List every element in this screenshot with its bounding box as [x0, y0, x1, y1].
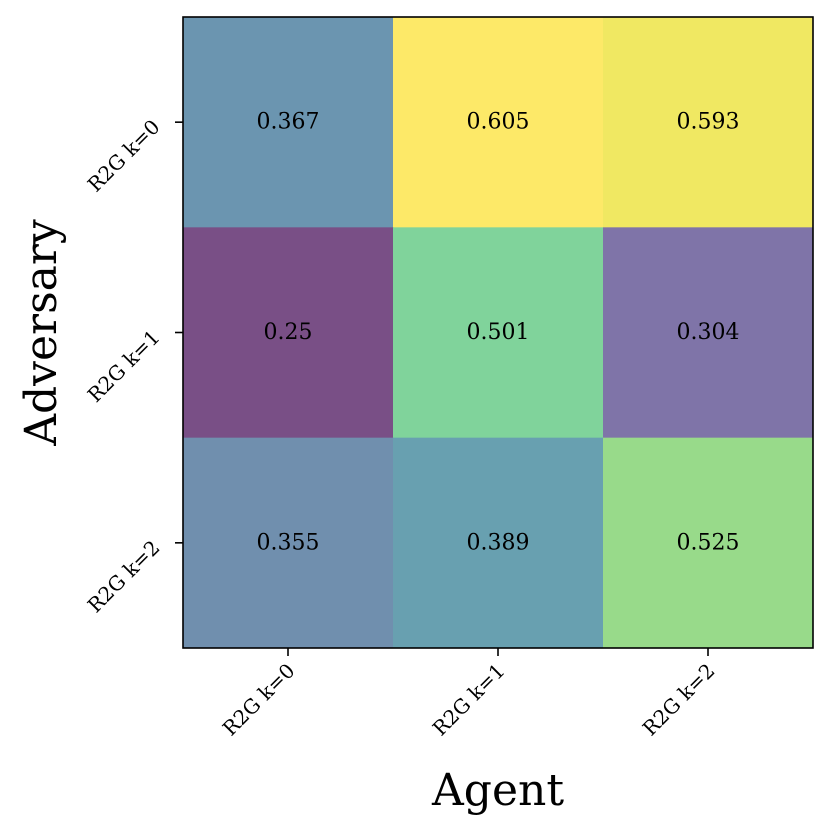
x-tick-label: R2G k=0	[218, 659, 300, 741]
heatmap-cell	[603, 227, 814, 439]
x-axis-title: Agent	[431, 765, 564, 816]
y-axis-title: Adversary	[16, 219, 67, 447]
heatmap-cell	[393, 437, 604, 649]
heatmap-cell	[393, 17, 604, 228]
cell-value-label: 0.525	[677, 530, 740, 555]
cell-value-label: 0.605	[467, 110, 530, 135]
heatmap-cell	[393, 227, 604, 439]
cell-value-label: 0.501	[467, 320, 530, 345]
heatmap-cell	[603, 17, 814, 228]
heatmap-cell	[183, 17, 394, 228]
y-tick-label: R2G k=1	[83, 325, 165, 407]
y-tick-label: R2G k=0	[83, 115, 165, 197]
y-tick-label: R2G k=2	[83, 535, 165, 617]
cell-value-label: 0.355	[257, 530, 320, 555]
heatmap-cell	[183, 227, 394, 439]
heatmap-cell	[603, 437, 814, 649]
cell-value-label: 0.25	[264, 320, 313, 345]
heatmap-cell-labels: 0.367 0.605 0.593 0.25 0.501 0.304 0.355 0.389 0…	[257, 110, 740, 556]
y-axis-ticks: R2G k=0 R2G k=1 R2G k=2	[83, 115, 183, 617]
cell-value-label: 0.304	[677, 320, 740, 345]
x-tick-label: R2G k=2	[638, 659, 720, 741]
cell-value-label: 0.367	[257, 110, 320, 135]
x-tick-label: R2G k=1	[428, 659, 510, 741]
cell-value-label: 0.593	[677, 110, 740, 135]
heatmap-cell	[183, 437, 394, 649]
x-axis-ticks: R2G k=0 R2G k=1 R2G k=2	[218, 648, 720, 740]
heatmap-cells	[183, 17, 814, 649]
cell-value-label: 0.389	[467, 530, 530, 555]
